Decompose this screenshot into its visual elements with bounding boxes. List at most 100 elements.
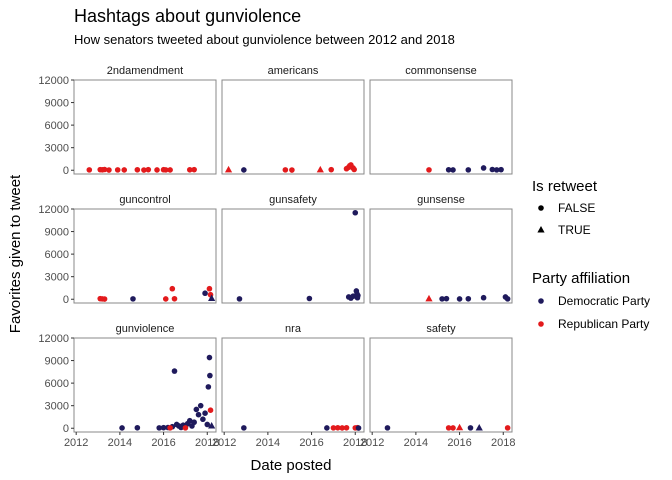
legend-circle-marker: [538, 205, 544, 211]
data-point: [154, 167, 160, 173]
y-tick-label: 6000: [45, 120, 69, 132]
legend-shape-entry: FALSE: [558, 201, 595, 215]
facet-label: guncontrol: [119, 194, 170, 206]
facet-label: americans: [268, 65, 319, 77]
x-tick-label: 2016: [299, 437, 323, 449]
data-point: [171, 368, 178, 374]
data-point: [162, 167, 169, 173]
data-point: [207, 407, 214, 413]
data-point: [193, 406, 200, 413]
data-point: [106, 167, 112, 173]
data-point: [171, 295, 178, 302]
data-point: [206, 285, 213, 292]
data-point: [352, 209, 359, 216]
data-point: [186, 166, 193, 173]
panel-border: [73, 79, 217, 175]
data-point: [330, 425, 337, 431]
data-point: [141, 167, 147, 173]
data-point: [439, 296, 445, 302]
data-point-retweet: [425, 294, 433, 302]
facet-label: commonsense: [405, 65, 477, 77]
data-point: [134, 424, 141, 431]
data-point: [167, 167, 173, 173]
x-tick-label: 2016: [447, 437, 471, 449]
x-tick-label: 2018: [491, 437, 515, 449]
data-point: [355, 425, 362, 431]
facet-panel-gunsense: gunsense: [369, 194, 513, 304]
data-point: [480, 294, 487, 301]
x-axis-label: Date posted: [251, 457, 332, 474]
data-point: [202, 290, 208, 297]
facet-panel-gunviolence: gunviolence 0 3000 6000 9000 12000 2012 2014 201…: [38, 323, 219, 449]
data-point: [121, 167, 128, 173]
data-point: [445, 166, 452, 173]
data-point: [156, 425, 162, 431]
legend-democratic-marker: [538, 298, 544, 304]
data-point: [504, 425, 511, 431]
y-tick-label: 3000: [45, 143, 69, 155]
data-point: [493, 167, 500, 173]
facet-panel-nra: nra 2012 2014 2016 2018: [212, 323, 368, 449]
x-tick-label: 2014: [108, 437, 132, 449]
data-point: [130, 296, 136, 302]
data-point: [426, 167, 432, 173]
facet-label: 2ndamendment: [107, 65, 183, 77]
data-point: [289, 167, 295, 173]
x-tick-label: 2012: [360, 437, 384, 449]
facet-label: gunviolence: [116, 323, 175, 335]
legend-republican-marker: [538, 321, 544, 327]
data-point: [186, 417, 193, 424]
data-point: [465, 167, 472, 173]
data-point: [101, 166, 108, 173]
data-point: [169, 285, 176, 292]
y-tick-label: 12000: [38, 333, 69, 345]
data-point: [86, 167, 93, 173]
legend-color-entry: Republican Party: [558, 317, 649, 331]
data-point: [324, 425, 330, 431]
x-tick-label: 2012: [64, 437, 88, 449]
data-point: [241, 425, 247, 431]
panel-border: [369, 208, 513, 304]
y-tick-label: 3000: [45, 401, 69, 413]
chart-subtitle: How senators tweeted about gunviolence b…: [74, 32, 455, 47]
data-point: [206, 354, 213, 361]
y-tick-label: 9000: [45, 356, 69, 368]
data-point: [191, 419, 197, 426]
data-point: [197, 402, 204, 409]
data-point: [328, 166, 335, 173]
facet-panel-2ndamendment: 2ndamendment 0 3000 6000 9000 12000: [38, 65, 217, 177]
panel-border: [221, 337, 365, 433]
y-tick-label: 0: [63, 423, 69, 435]
y-tick-label: 3000: [45, 272, 69, 284]
x-tick-label: 2014: [404, 437, 428, 449]
data-point-retweet: [224, 165, 233, 173]
legend: Is retweet FALSE TRUE Party affiliation Demo…: [532, 178, 650, 331]
facet-label: safety: [426, 323, 456, 335]
data-point: [202, 410, 208, 417]
y-tick-label: 0: [63, 294, 69, 306]
data-point: [498, 166, 504, 173]
legend-shape-title: Is retweet: [532, 178, 598, 195]
data-point: [134, 166, 141, 173]
data-point-retweet: [316, 165, 324, 173]
data-point: [241, 167, 247, 173]
data-point: [355, 292, 361, 299]
data-point: [204, 421, 211, 428]
data-point: [236, 296, 243, 302]
legend-color-title: Party affiliation: [532, 270, 630, 287]
data-point: [145, 166, 152, 173]
data-point: [195, 411, 202, 418]
facet-panel-commonsense: commonsense: [369, 65, 513, 175]
data-point: [504, 296, 511, 302]
facet-panel-safety: safety 2012 2014 2016 2018: [360, 323, 516, 449]
data-point: [467, 425, 474, 431]
facet-panel-guncontrol: guncontrol 0 3000 6000 9000 12000: [38, 194, 217, 306]
y-axis-label: Favorites given to tweet: [7, 174, 24, 333]
data-point: [101, 296, 108, 302]
y-tick-label: 6000: [45, 378, 69, 390]
data-point-retweet: [455, 423, 464, 431]
facet-label: nra: [285, 323, 302, 335]
facet-label: gunsense: [417, 194, 465, 206]
data-point: [160, 424, 167, 431]
